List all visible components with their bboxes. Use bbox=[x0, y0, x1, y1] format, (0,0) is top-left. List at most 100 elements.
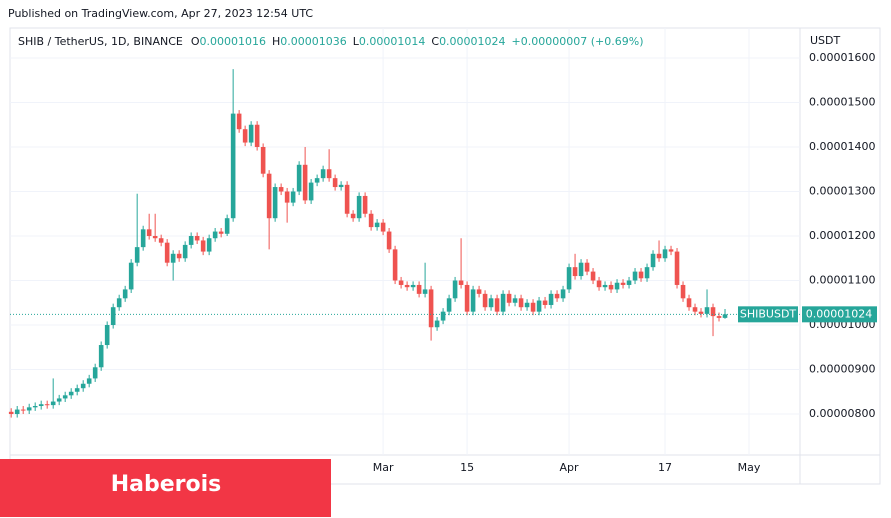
candle-body bbox=[218, 231, 224, 234]
x-tick-label: 17 bbox=[658, 461, 672, 474]
candle-body bbox=[578, 262, 584, 277]
candle-body bbox=[266, 173, 272, 219]
candle-body bbox=[242, 129, 248, 143]
candle-body bbox=[506, 293, 512, 303]
candle-body bbox=[662, 249, 668, 259]
candle-body bbox=[596, 280, 602, 288]
candle-body bbox=[410, 284, 416, 288]
candle-body bbox=[110, 307, 116, 326]
candle-body bbox=[224, 218, 230, 234]
currency-label: USDT bbox=[810, 34, 841, 47]
candle-body bbox=[692, 307, 698, 312]
candle-body bbox=[458, 280, 464, 285]
candle-body bbox=[530, 302, 536, 312]
candle-body bbox=[608, 284, 614, 290]
candle-body bbox=[626, 280, 632, 285]
candle-body bbox=[320, 169, 326, 179]
candle-body bbox=[476, 289, 482, 294]
candle-body bbox=[686, 298, 692, 308]
candle-body bbox=[602, 284, 608, 288]
candle-body bbox=[470, 289, 476, 312]
candle-body bbox=[8, 411, 14, 415]
candle-body bbox=[536, 300, 542, 312]
candle-body bbox=[344, 184, 350, 214]
candle-body bbox=[566, 267, 572, 290]
candle-body bbox=[644, 267, 650, 279]
candle-body bbox=[380, 222, 386, 232]
x-tick-label: 15 bbox=[460, 461, 474, 474]
ohlc-prefix: C bbox=[431, 35, 439, 48]
plot-area bbox=[8, 28, 800, 455]
candle-body bbox=[332, 178, 338, 188]
overlay-banner bbox=[0, 459, 331, 517]
candle-body bbox=[86, 378, 92, 384]
candle-body bbox=[92, 367, 98, 379]
candle-body bbox=[404, 284, 410, 288]
candle-body bbox=[182, 244, 188, 259]
candle-body bbox=[230, 113, 236, 219]
candle-body bbox=[386, 231, 392, 250]
candle-body bbox=[398, 280, 404, 285]
candle-body bbox=[722, 314, 728, 318]
candle-body bbox=[248, 124, 254, 143]
price-box bbox=[802, 306, 877, 323]
candle-body bbox=[122, 289, 128, 299]
candle-body bbox=[272, 187, 278, 219]
legend-header: SHIB / TetherUS, 1D, BINANCE O0.00001016 H… bbox=[18, 35, 644, 48]
y-tick-label: 0.00001600 bbox=[809, 51, 875, 64]
candle-body bbox=[140, 229, 146, 248]
candle-body bbox=[50, 401, 56, 406]
candle-body bbox=[482, 293, 488, 308]
candle-body bbox=[98, 345, 104, 368]
candle-body bbox=[590, 271, 596, 281]
candle-body bbox=[614, 282, 620, 290]
candle-body bbox=[704, 307, 710, 314]
candle-body bbox=[494, 298, 500, 312]
candle-body bbox=[356, 195, 362, 219]
candle-body bbox=[452, 280, 458, 299]
candle-body bbox=[632, 271, 638, 281]
candle-body bbox=[38, 404, 44, 407]
candle-body bbox=[116, 298, 122, 308]
y-tick-label: 0.00001300 bbox=[809, 185, 875, 198]
candle-body bbox=[668, 249, 674, 252]
candle-body bbox=[440, 311, 446, 321]
candle-body bbox=[500, 293, 506, 312]
candle-body bbox=[434, 320, 440, 328]
candle-body bbox=[104, 325, 110, 346]
candle-body bbox=[698, 311, 704, 314]
candle-body bbox=[260, 146, 266, 174]
candle-body bbox=[212, 231, 218, 239]
candle-body bbox=[134, 247, 140, 263]
y-tick-label: 0.00001400 bbox=[809, 140, 875, 153]
candle-body bbox=[206, 238, 212, 252]
symbol: SHIB / TetherUS, 1D, BINANCE bbox=[18, 35, 183, 48]
candle-body bbox=[524, 302, 530, 308]
candle-body bbox=[542, 300, 548, 305]
candle-body bbox=[80, 383, 86, 389]
candle-body bbox=[200, 240, 206, 252]
candle-body bbox=[314, 178, 320, 183]
candle-body bbox=[74, 388, 80, 392]
candle-body bbox=[128, 262, 134, 290]
candle-body bbox=[674, 251, 680, 285]
candle-body bbox=[338, 184, 344, 188]
candle-body bbox=[62, 395, 68, 399]
candle-body bbox=[152, 236, 158, 239]
candle-body bbox=[20, 409, 26, 411]
ticker-label: SHIBUSDT bbox=[740, 307, 797, 320]
ohlc-value: 0.00001016 bbox=[200, 35, 266, 48]
published-note: Published on TradingView.com, Apr 27, 20… bbox=[8, 7, 313, 20]
candle-body bbox=[650, 253, 656, 268]
candle-body bbox=[308, 182, 314, 201]
candle-body bbox=[158, 238, 164, 243]
candle-body bbox=[464, 284, 470, 312]
candle-body bbox=[488, 298, 494, 308]
chart-frame bbox=[9, 27, 881, 485]
candle-body bbox=[422, 289, 428, 294]
candle-body bbox=[638, 271, 644, 279]
ohlc-prefix: O bbox=[191, 35, 200, 48]
candle-body bbox=[284, 191, 290, 203]
candle-body bbox=[68, 391, 74, 396]
